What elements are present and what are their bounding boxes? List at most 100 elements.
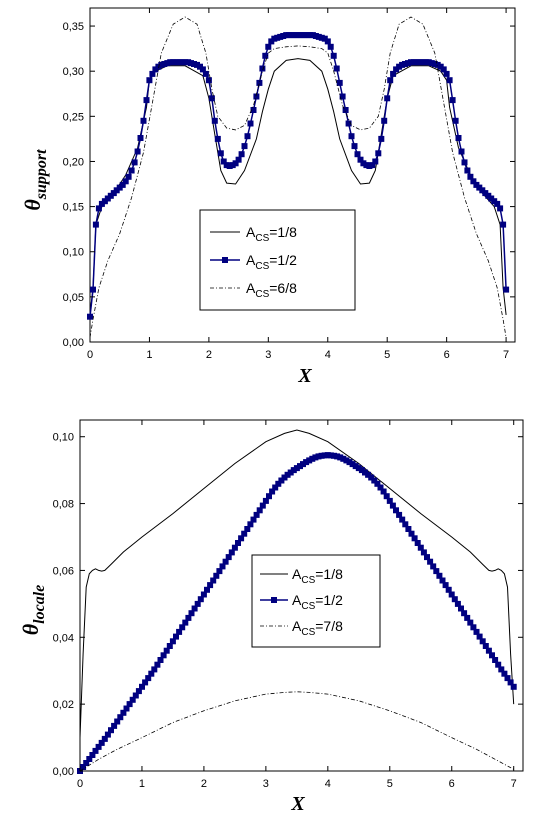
data-point: [365, 471, 372, 478]
data-point: [327, 43, 334, 50]
data-point: [119, 181, 126, 188]
data-point: [151, 666, 158, 673]
data-point: [340, 455, 347, 462]
data-point: [381, 117, 388, 124]
data-point: [464, 167, 471, 174]
data-point: [80, 764, 87, 770]
data-point: [188, 610, 195, 617]
data-point: [137, 135, 144, 141]
data-point: [253, 511, 260, 518]
data-point: [352, 463, 359, 470]
data-point: [266, 493, 272, 500]
data-point: [143, 97, 150, 104]
legend-marker-square: [222, 257, 228, 263]
data-point: [337, 454, 344, 461]
data-point: [179, 624, 186, 631]
x-tick-label: 1: [139, 778, 145, 790]
data-point: [411, 535, 418, 542]
data-point: [467, 619, 474, 626]
data-point: [384, 95, 391, 102]
legend-entry-3: ACS=6/8: [246, 280, 297, 300]
data-point: [205, 77, 212, 84]
data-point: [216, 568, 223, 575]
data-point: [351, 143, 358, 150]
data-point: [182, 619, 189, 626]
data-point: [458, 605, 464, 612]
data-point: [284, 471, 291, 478]
data-point: [247, 521, 254, 528]
data-point: [126, 701, 133, 708]
data-point: [343, 457, 350, 464]
data-point: [303, 459, 310, 466]
x-ticks: 0 1 2 3 4 5 6 7: [77, 420, 517, 790]
data-point: [157, 657, 164, 663]
data-point: [125, 173, 132, 180]
data-point: [149, 70, 156, 77]
data-point: [89, 752, 96, 758]
data-point: [129, 696, 136, 703]
data-point: [154, 661, 161, 668]
x-axis-label: X: [297, 365, 312, 387]
y-axis-label: θsupport: [20, 149, 50, 211]
data-point: [494, 200, 501, 207]
data-point: [448, 591, 455, 598]
data-point: [269, 488, 276, 495]
data-point: [87, 313, 93, 320]
x-tick-label: 7: [511, 778, 517, 790]
data-point: [489, 652, 495, 659]
data-point: [455, 135, 462, 141]
data-point: [331, 452, 337, 459]
data-point: [228, 549, 235, 556]
data-point: [148, 670, 155, 677]
data-point: [451, 596, 458, 603]
data-point: [445, 586, 452, 593]
data-point: [424, 554, 430, 561]
data-point: [315, 453, 322, 460]
data-point: [324, 452, 331, 459]
y-axis-symbol: θ: [20, 199, 45, 211]
series-line-dash-dot: [89, 16, 507, 338]
data-point: [278, 477, 285, 484]
data-point: [396, 511, 403, 518]
data-point: [293, 465, 300, 472]
data-point: [250, 516, 257, 523]
data-point: [510, 683, 517, 690]
data-point: [146, 77, 153, 84]
data-point: [485, 647, 492, 654]
y-ticks: 0,00 0,02 0,04 0,06 0,08 0,10: [53, 432, 523, 778]
data-point: [427, 558, 434, 565]
data-point: [357, 156, 364, 163]
data-point: [281, 474, 288, 481]
data-point: [256, 79, 263, 86]
data-point: [122, 178, 129, 185]
series-layer: [77, 429, 517, 774]
y-tick-label: 0,15: [63, 202, 84, 214]
data-point: [120, 709, 127, 716]
data-point: [98, 739, 105, 746]
data-point: [408, 530, 415, 537]
data-point: [309, 455, 316, 462]
data-point: [321, 452, 328, 459]
y-axis-symbol: θ: [18, 623, 43, 635]
data-point: [176, 628, 183, 635]
data-point: [250, 107, 257, 113]
x-tick-label: 5: [384, 349, 390, 361]
data-point: [371, 477, 378, 484]
data-point: [333, 65, 340, 72]
data-point: [470, 178, 477, 185]
data-point: [386, 497, 393, 504]
x-tick-label: 0: [77, 778, 83, 790]
y-tick-label: 0,10: [63, 247, 84, 259]
data-point: [262, 52, 269, 59]
data-point: [139, 683, 145, 690]
y-tick-label: 0,08: [53, 499, 74, 511]
data-point: [446, 77, 453, 84]
data-point: [336, 79, 343, 86]
x-ticks: 0 1 2 3 4 5 6 7: [87, 8, 509, 361]
data-point: [214, 135, 221, 142]
data-point: [507, 679, 514, 686]
data-point: [436, 572, 443, 579]
data-point: [262, 497, 269, 504]
data-point: [259, 502, 266, 509]
series-line-dash-dot: [79, 691, 514, 772]
